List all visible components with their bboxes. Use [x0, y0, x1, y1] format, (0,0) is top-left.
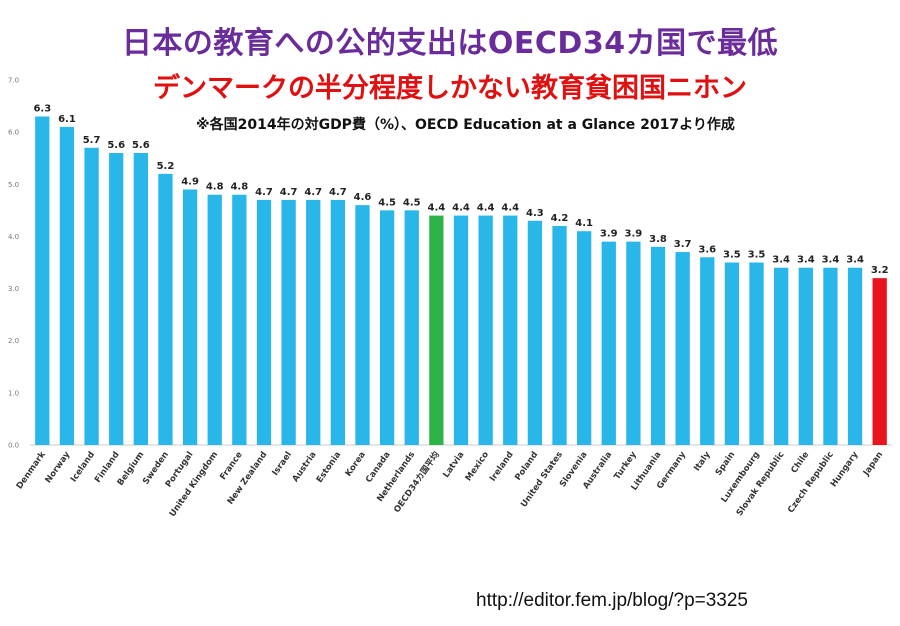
- bar-13: [330, 199, 345, 445]
- data-label: 3.9: [625, 229, 643, 240]
- bar-17: [429, 215, 444, 445]
- y-tick-label: 1.0: [8, 389, 19, 397]
- bar-5: [133, 153, 148, 445]
- data-label: 3.4: [772, 255, 790, 266]
- bar-18: [453, 215, 469, 445]
- data-label: 4.7: [304, 187, 322, 198]
- bar-7: [182, 189, 198, 445]
- y-tick-label: 2.0: [8, 337, 19, 345]
- y-tick-label: 6.0: [8, 129, 19, 137]
- bar-3: [84, 147, 99, 446]
- bar-31: [774, 267, 789, 445]
- x-tick-label: Denmark: [15, 450, 48, 491]
- data-label: 4.5: [378, 197, 396, 208]
- data-label: 4.9: [181, 177, 199, 188]
- bar-15: [379, 210, 395, 445]
- data-label: 3.7: [674, 239, 692, 250]
- chart-subtitle: デンマークの半分程度しかない教育貧困国ニホン: [153, 73, 747, 104]
- x-tick-label: Latvia: [441, 450, 466, 480]
- data-label: 4.7: [329, 187, 347, 198]
- y-tick-label: 5.0: [8, 181, 19, 189]
- data-label: 5.2: [157, 161, 175, 172]
- data-label: 4.2: [551, 213, 569, 224]
- bar-12: [306, 199, 321, 445]
- data-label: 4.4: [477, 203, 495, 214]
- data-label: 5.6: [132, 140, 150, 151]
- bar-2: [59, 126, 75, 445]
- data-label: 4.8: [230, 182, 248, 193]
- bar-30: [749, 262, 764, 445]
- chart-note: ※各国2014年の対GDP費（%）、OECD Education at a Gl…: [196, 117, 735, 133]
- data-label: 4.1: [575, 218, 593, 229]
- data-label: 4.6: [354, 192, 372, 203]
- data-label: 3.2: [871, 265, 889, 276]
- bar-20: [503, 215, 518, 445]
- bar-4: [109, 153, 124, 445]
- bar-22: [552, 226, 567, 445]
- data-label: 3.5: [748, 250, 766, 261]
- data-label: 3.4: [797, 255, 815, 266]
- y-tick-label: 3.0: [8, 285, 19, 293]
- data-label: 3.9: [600, 229, 618, 240]
- x-tick-label: Estonia: [315, 450, 344, 485]
- y-tick-label: 4.0: [8, 233, 19, 241]
- data-label: 4.7: [280, 187, 298, 198]
- data-label: 4.8: [206, 182, 224, 193]
- bar-11: [281, 199, 296, 445]
- y-tick-label: 7.0: [8, 77, 19, 85]
- bar-9: [232, 194, 247, 445]
- x-tick-label: OECD34カ国平均: [391, 449, 442, 515]
- source-url[interactable]: http://editor.fem.jp/blog/?p=3325: [476, 590, 749, 611]
- bar-6: [158, 173, 173, 445]
- bar-26: [650, 246, 666, 445]
- data-label: 6.3: [33, 104, 51, 115]
- bar-34: [847, 267, 863, 445]
- bar-10: [256, 199, 272, 445]
- bar-33: [823, 267, 838, 445]
- x-tick-label: Slovak Republic: [735, 450, 787, 518]
- data-label: 4.5: [403, 197, 421, 208]
- bar-29: [724, 262, 740, 445]
- x-tick-label: Italy: [692, 450, 713, 474]
- x-tick-label: Spain: [714, 450, 738, 478]
- x-tick-label: Israel: [270, 450, 294, 478]
- x-tick-label: Japan: [861, 450, 885, 478]
- data-label: 3.5: [723, 250, 741, 261]
- x-tick-label: Turkey: [612, 450, 639, 482]
- data-label: 4.3: [526, 208, 544, 219]
- data-label: 3.4: [822, 255, 840, 266]
- data-label: 5.6: [107, 140, 125, 151]
- data-label: 5.7: [83, 135, 101, 146]
- bar-1: [35, 116, 50, 445]
- data-label: 4.4: [452, 203, 470, 214]
- x-tick-label: United Kingdom: [168, 450, 221, 519]
- x-tick-label: Ireland: [488, 450, 516, 484]
- data-label: 3.4: [846, 255, 864, 266]
- bar-23: [577, 231, 592, 445]
- bar-35: [872, 278, 887, 445]
- bar-32: [798, 267, 813, 445]
- data-label: 4.4: [501, 203, 519, 214]
- data-label: 3.8: [649, 234, 667, 245]
- bar-24: [601, 241, 616, 445]
- bar-25: [626, 241, 641, 445]
- bar-16: [404, 210, 419, 445]
- data-label: 4.4: [428, 203, 446, 214]
- y-tick-label: 0.0: [8, 442, 19, 450]
- chart-title: 日本の教育への公的支出はOECD34カ国で最低: [121, 26, 779, 61]
- data-label: 6.1: [58, 114, 76, 125]
- x-tick-label: Chile: [789, 450, 811, 475]
- bar-21: [527, 220, 543, 445]
- bar-19: [478, 215, 493, 445]
- bar-14: [355, 205, 370, 445]
- x-tick-label: Norway: [44, 450, 73, 486]
- x-tick-label: Korea: [344, 450, 368, 479]
- bar-8: [207, 194, 222, 445]
- x-tick-label: France: [218, 450, 245, 482]
- data-label: 3.6: [698, 244, 716, 255]
- data-label: 4.7: [255, 187, 273, 198]
- bar-28: [700, 257, 715, 445]
- bar-27: [675, 252, 690, 445]
